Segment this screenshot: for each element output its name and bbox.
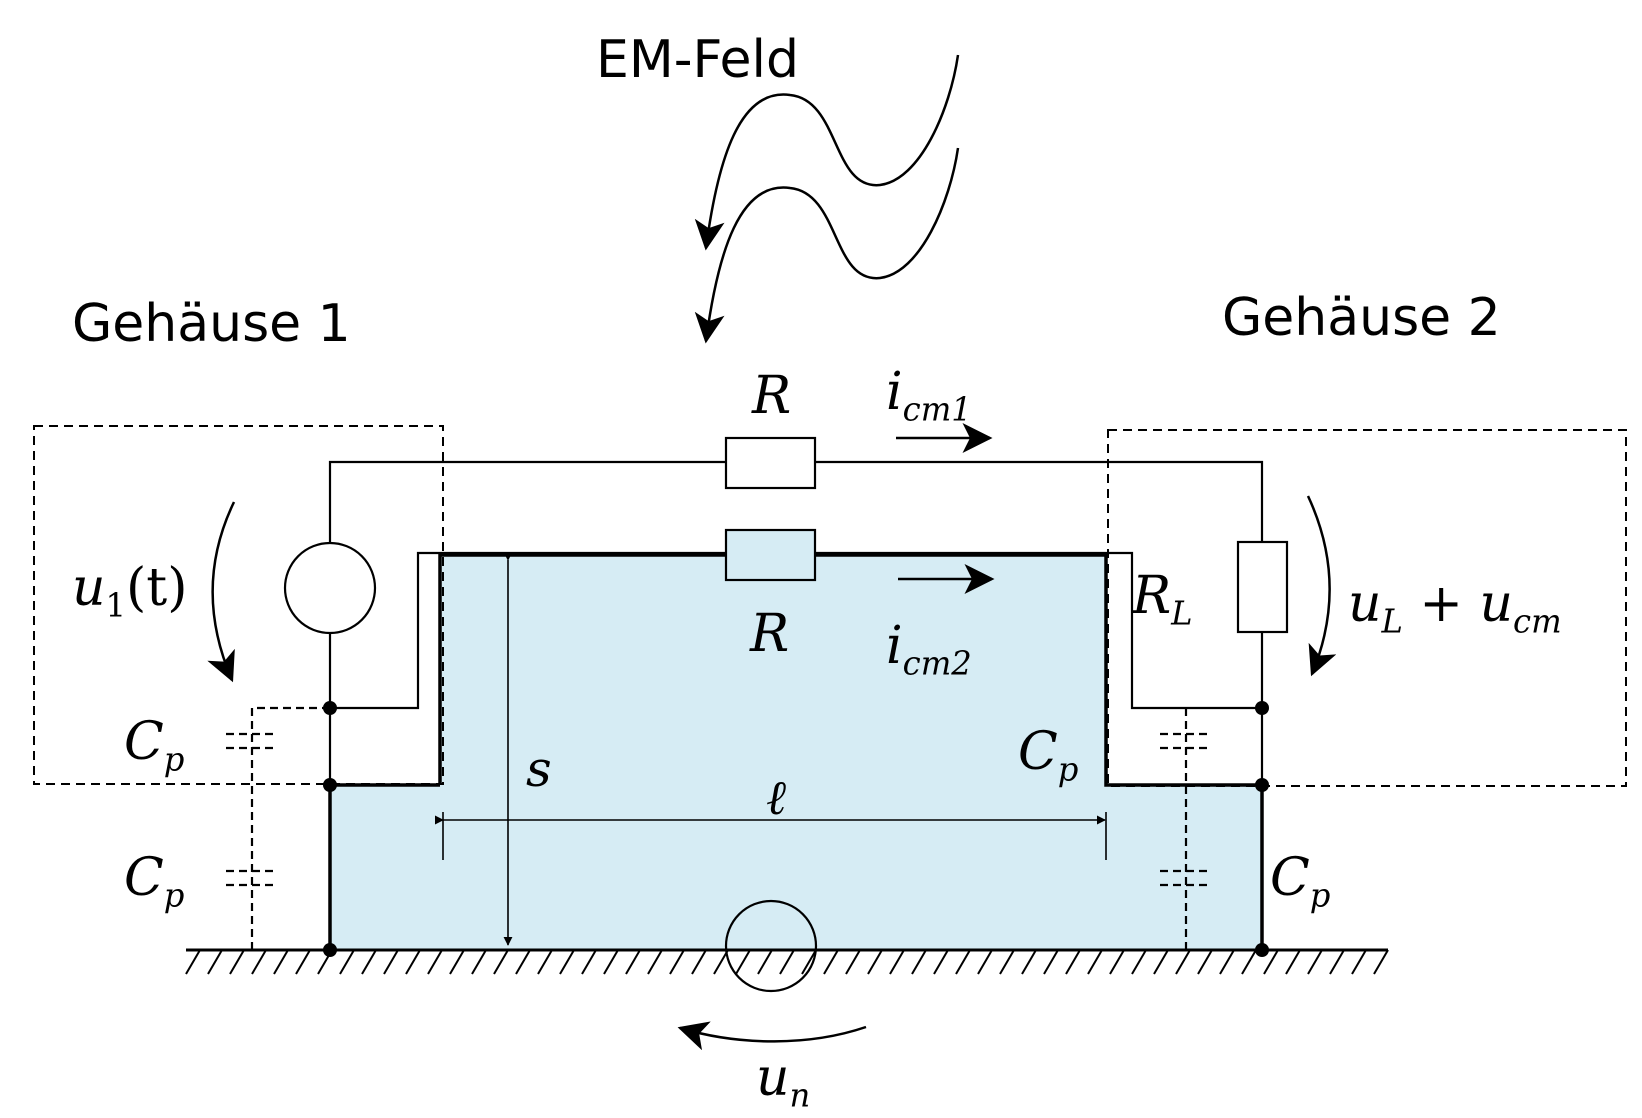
voltage-u1-arrow [207,501,236,683]
housing-1-label: Gehäuse 1 [72,294,351,354]
resistor-r-top-label: R [752,366,792,426]
em-wave-1 [694,54,960,251]
noise-voltage-un-label: un [756,1048,811,1115]
em-field-label: EM-Feld [596,30,799,90]
voltage-un-arrow [677,1021,867,1051]
current-icm1-label: icm1 [886,362,972,429]
cp-left-upper-label: Cp [124,712,185,779]
return-wire [330,551,1262,710]
noise-source-un [724,899,818,993]
load-voltage-label: uL + ucm [1348,574,1562,641]
resistor-r-load [1236,540,1289,634]
load-resistor-label: RL [1132,566,1193,633]
source-voltage-u1-label: u1(t) [72,558,188,625]
housing-2-label: Gehäuse 2 [1222,288,1501,348]
dimension-l [434,812,1107,860]
cp-right-lower-label: Cp [1270,848,1331,915]
cp-right-upper-label: Cp [1018,722,1079,789]
housing-1-box [33,425,444,785]
resistor-r-bottom-label: R [750,604,790,664]
loop-area [330,555,1262,950]
current-icm2-label: icm2 [886,616,972,683]
resistor-r-bottom [724,528,817,582]
resistor-r-top [724,436,817,490]
length-l-label: ℓ [766,770,786,826]
voltage-ul-arrow [1306,495,1337,677]
em-wave-2 [694,147,960,344]
housing-2-box [1107,429,1627,787]
spacing-s-label: s [526,740,552,798]
ground-hatching [185,949,1389,975]
cp-left-lower-label: Cp [124,848,185,915]
parasitic-capacitors [226,706,1212,950]
voltage-source-u1 [283,541,377,635]
